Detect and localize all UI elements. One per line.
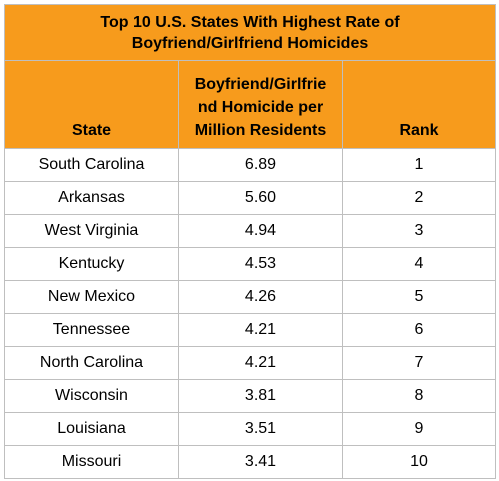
column-header-state: State (4, 60, 179, 149)
table-row: New Mexico 4.26 5 (4, 280, 497, 314)
table-title-line-2: Boyfriend/Girlfriend Homicides (131, 34, 369, 52)
rank-cell: 4 (341, 247, 497, 281)
rate-cell: 3.81 (178, 379, 343, 413)
rate-cell: 4.21 (178, 346, 343, 380)
table-row: Louisiana 3.51 9 (4, 412, 497, 446)
homicide-rate-table: Top 10 U.S. States With Highest Rate of … (3, 4, 497, 479)
rank-cell: 1 (341, 148, 497, 182)
state-cell: North Carolina (4, 346, 179, 380)
table-header-row: State Boyfriend/Girlfrie nd Homicide per… (4, 60, 497, 149)
table-title-row: Top 10 U.S. States With Highest Rate of … (3, 4, 497, 61)
rate-cell: 4.94 (178, 214, 343, 248)
rank-cell: 7 (341, 346, 497, 380)
state-cell: Kentucky (4, 247, 179, 281)
table-row: Kentucky 4.53 4 (4, 247, 497, 281)
table-row: South Carolina 6.89 1 (4, 148, 497, 182)
state-cell: Tennessee (4, 313, 179, 347)
table-row: West Virginia 4.94 3 (4, 214, 497, 248)
column-header-state-label: State (71, 122, 112, 139)
rate-cell: 5.60 (178, 181, 343, 215)
column-header-rate-line-3: Million Residents (194, 122, 327, 139)
rate-cell: 3.51 (178, 412, 343, 446)
rank-cell: 3 (341, 214, 497, 248)
state-cell: New Mexico (4, 280, 179, 314)
table-row: Tennessee 4.21 6 (4, 313, 497, 347)
rank-cell: 10 (341, 445, 497, 479)
rate-cell: 6.89 (178, 148, 343, 182)
rate-cell: 4.21 (178, 313, 343, 347)
table-row: Missouri 3.41 10 (4, 445, 497, 479)
state-cell: Missouri (4, 445, 179, 479)
table-container: Top 10 U.S. States With Highest Rate of … (3, 4, 497, 479)
rate-cell: 4.53 (178, 247, 343, 281)
table-row: Arkansas 5.60 2 (4, 181, 497, 215)
rank-cell: 8 (341, 379, 497, 413)
column-header-rank-label: Rank (399, 122, 439, 139)
state-cell: Louisiana (4, 412, 179, 446)
rate-cell: 3.41 (178, 445, 343, 479)
rank-cell: 2 (341, 181, 497, 215)
column-header-rate-line-1: Boyfriend/Girlfrie (194, 76, 327, 93)
column-header-rate: Boyfriend/Girlfrie nd Homicide per Milli… (178, 60, 343, 149)
column-header-rate-line-2: nd Homicide per (197, 99, 324, 116)
rank-cell: 9 (341, 412, 497, 446)
state-cell: South Carolina (4, 148, 179, 182)
rank-cell: 5 (341, 280, 497, 314)
state-cell: Wisconsin (4, 379, 179, 413)
rate-cell: 4.26 (178, 280, 343, 314)
state-cell: Arkansas (4, 181, 179, 215)
table-title-line-1: Top 10 U.S. States With Highest Rate of (100, 13, 400, 31)
state-cell: West Virginia (4, 214, 179, 248)
table-title: Top 10 U.S. States With Highest Rate of … (3, 4, 497, 61)
rank-cell: 6 (341, 313, 497, 347)
column-header-rank: Rank (341, 60, 497, 149)
table-row: Wisconsin 3.81 8 (4, 379, 497, 413)
table-row: North Carolina 4.21 7 (4, 346, 497, 380)
